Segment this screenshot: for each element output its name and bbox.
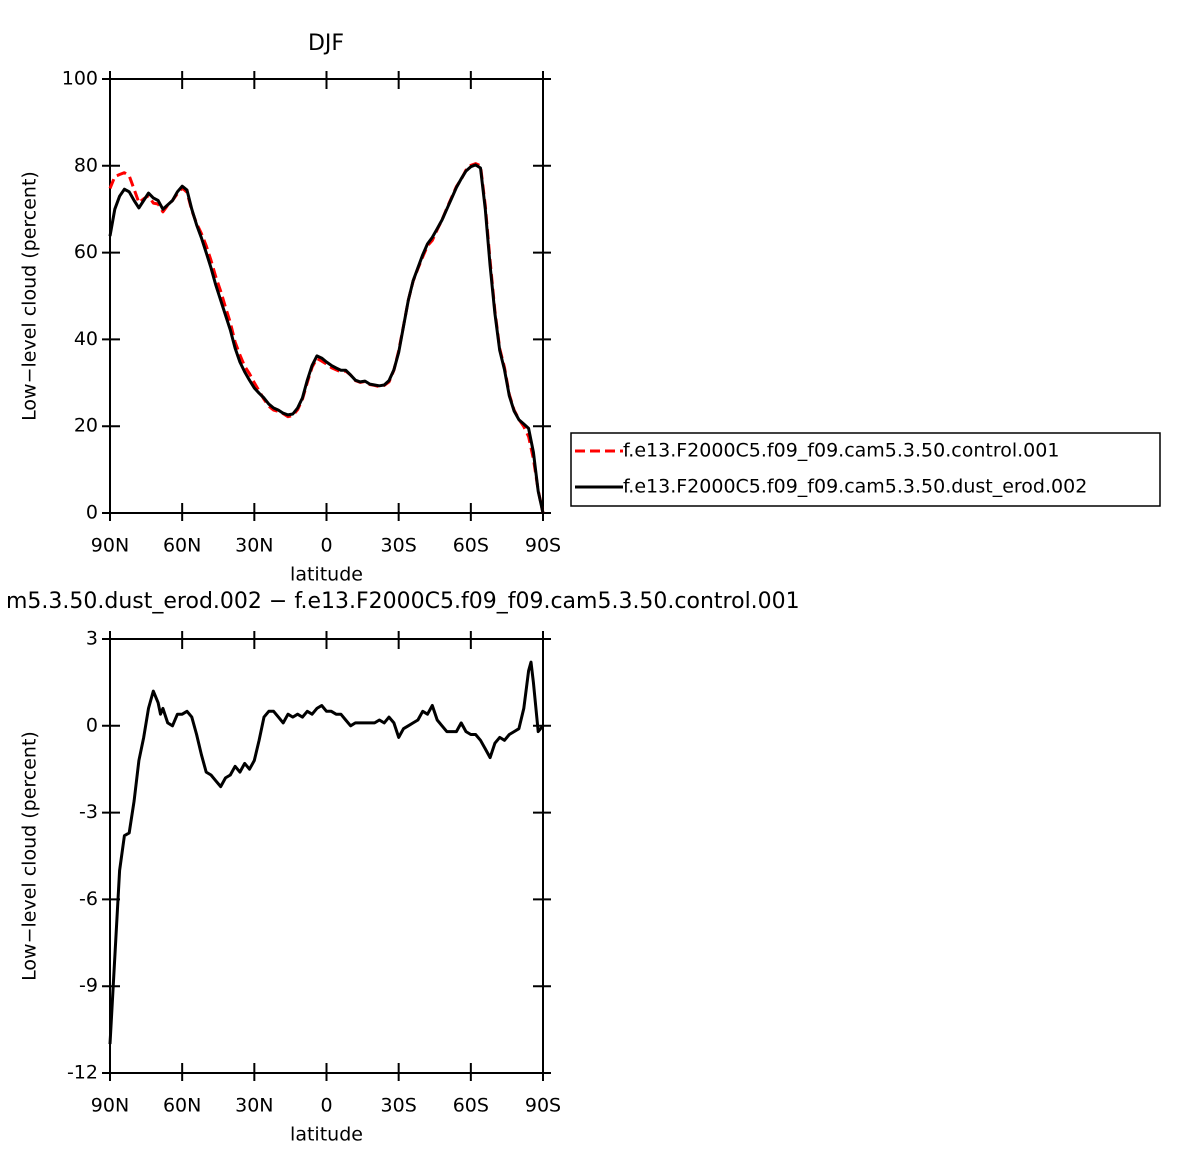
- data-line: [108, 162, 545, 514]
- legend-box: [570, 432, 1161, 507]
- y-tick-label: -6: [79, 888, 98, 910]
- y-tick-label: -9: [79, 975, 98, 997]
- x-tick-label: 0: [320, 535, 332, 557]
- x-tick-label: 90S: [525, 1095, 561, 1117]
- x-tick-label: 60N: [163, 535, 201, 557]
- x-tick-label: 30S: [381, 1095, 417, 1117]
- x-tick-label: 0: [320, 1095, 332, 1117]
- y-axis-label: Low−level cloud (percent): [19, 171, 41, 421]
- y-tick-label: 20: [74, 415, 98, 437]
- y-tick-label: 100: [62, 68, 98, 90]
- x-tick-label: 30N: [235, 535, 273, 557]
- x-tick-label: 60S: [453, 535, 489, 557]
- x-tick-label: 30N: [235, 1095, 273, 1117]
- x-axis-label: latitude: [290, 1124, 363, 1146]
- x-tick-label: 30S: [381, 535, 417, 557]
- y-tick-label: -12: [67, 1062, 98, 1084]
- y-axis-label: Low−level cloud (percent): [19, 731, 41, 981]
- plot-frame: [109, 638, 544, 1074]
- x-tick-label: 90N: [91, 1095, 129, 1117]
- y-tick-label: 60: [74, 241, 98, 263]
- x-tick-label: 60N: [163, 1095, 201, 1117]
- plot-frame: [109, 78, 544, 514]
- x-tick-label: 90N: [91, 535, 129, 557]
- x-tick-label: 60S: [453, 1095, 489, 1117]
- legend-label: f.e13.F2000C5.f09_f09.cam5.3.50.control.…: [623, 440, 1059, 462]
- y-tick-label: 3: [86, 628, 98, 650]
- y-tick-label: 0: [86, 502, 98, 524]
- x-tick-label: 90S: [525, 535, 561, 557]
- x-axis-label: latitude: [290, 564, 363, 586]
- chart-title: m5.3.50.dust_erod.002 − f.e13.F2000C5.f0…: [6, 589, 800, 614]
- y-tick-label: 80: [74, 154, 98, 176]
- data-line: [108, 660, 545, 1045]
- y-tick-label: -3: [79, 801, 98, 823]
- y-tick-label: 40: [74, 328, 98, 350]
- data-line: [108, 163, 545, 514]
- y-tick-label: 0: [86, 714, 98, 736]
- chart-title: DJF: [308, 31, 344, 56]
- legend-label: f.e13.F2000C5.f09_f09.cam5.3.50.dust_ero…: [623, 476, 1087, 498]
